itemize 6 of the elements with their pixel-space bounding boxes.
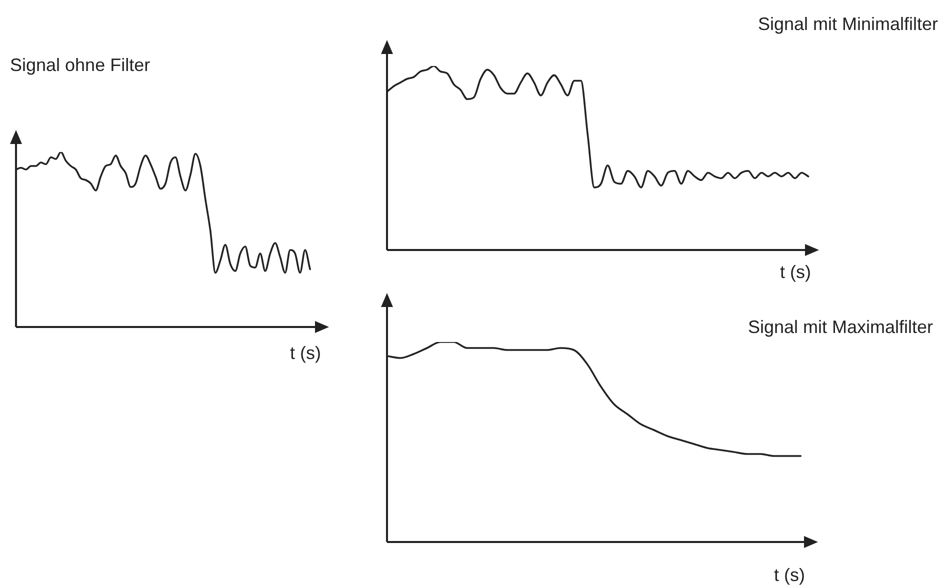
x-axis-title: t (s) (780, 262, 811, 283)
chart-title: Signal ohne Filter (10, 55, 150, 76)
text: Signal mit Minimalfilter (758, 14, 938, 35)
x-axis-title: t (s) (290, 343, 321, 364)
x-axis-title: t (s) (774, 565, 805, 586)
chart-title: Signal mit Maximalfilter (748, 317, 933, 338)
